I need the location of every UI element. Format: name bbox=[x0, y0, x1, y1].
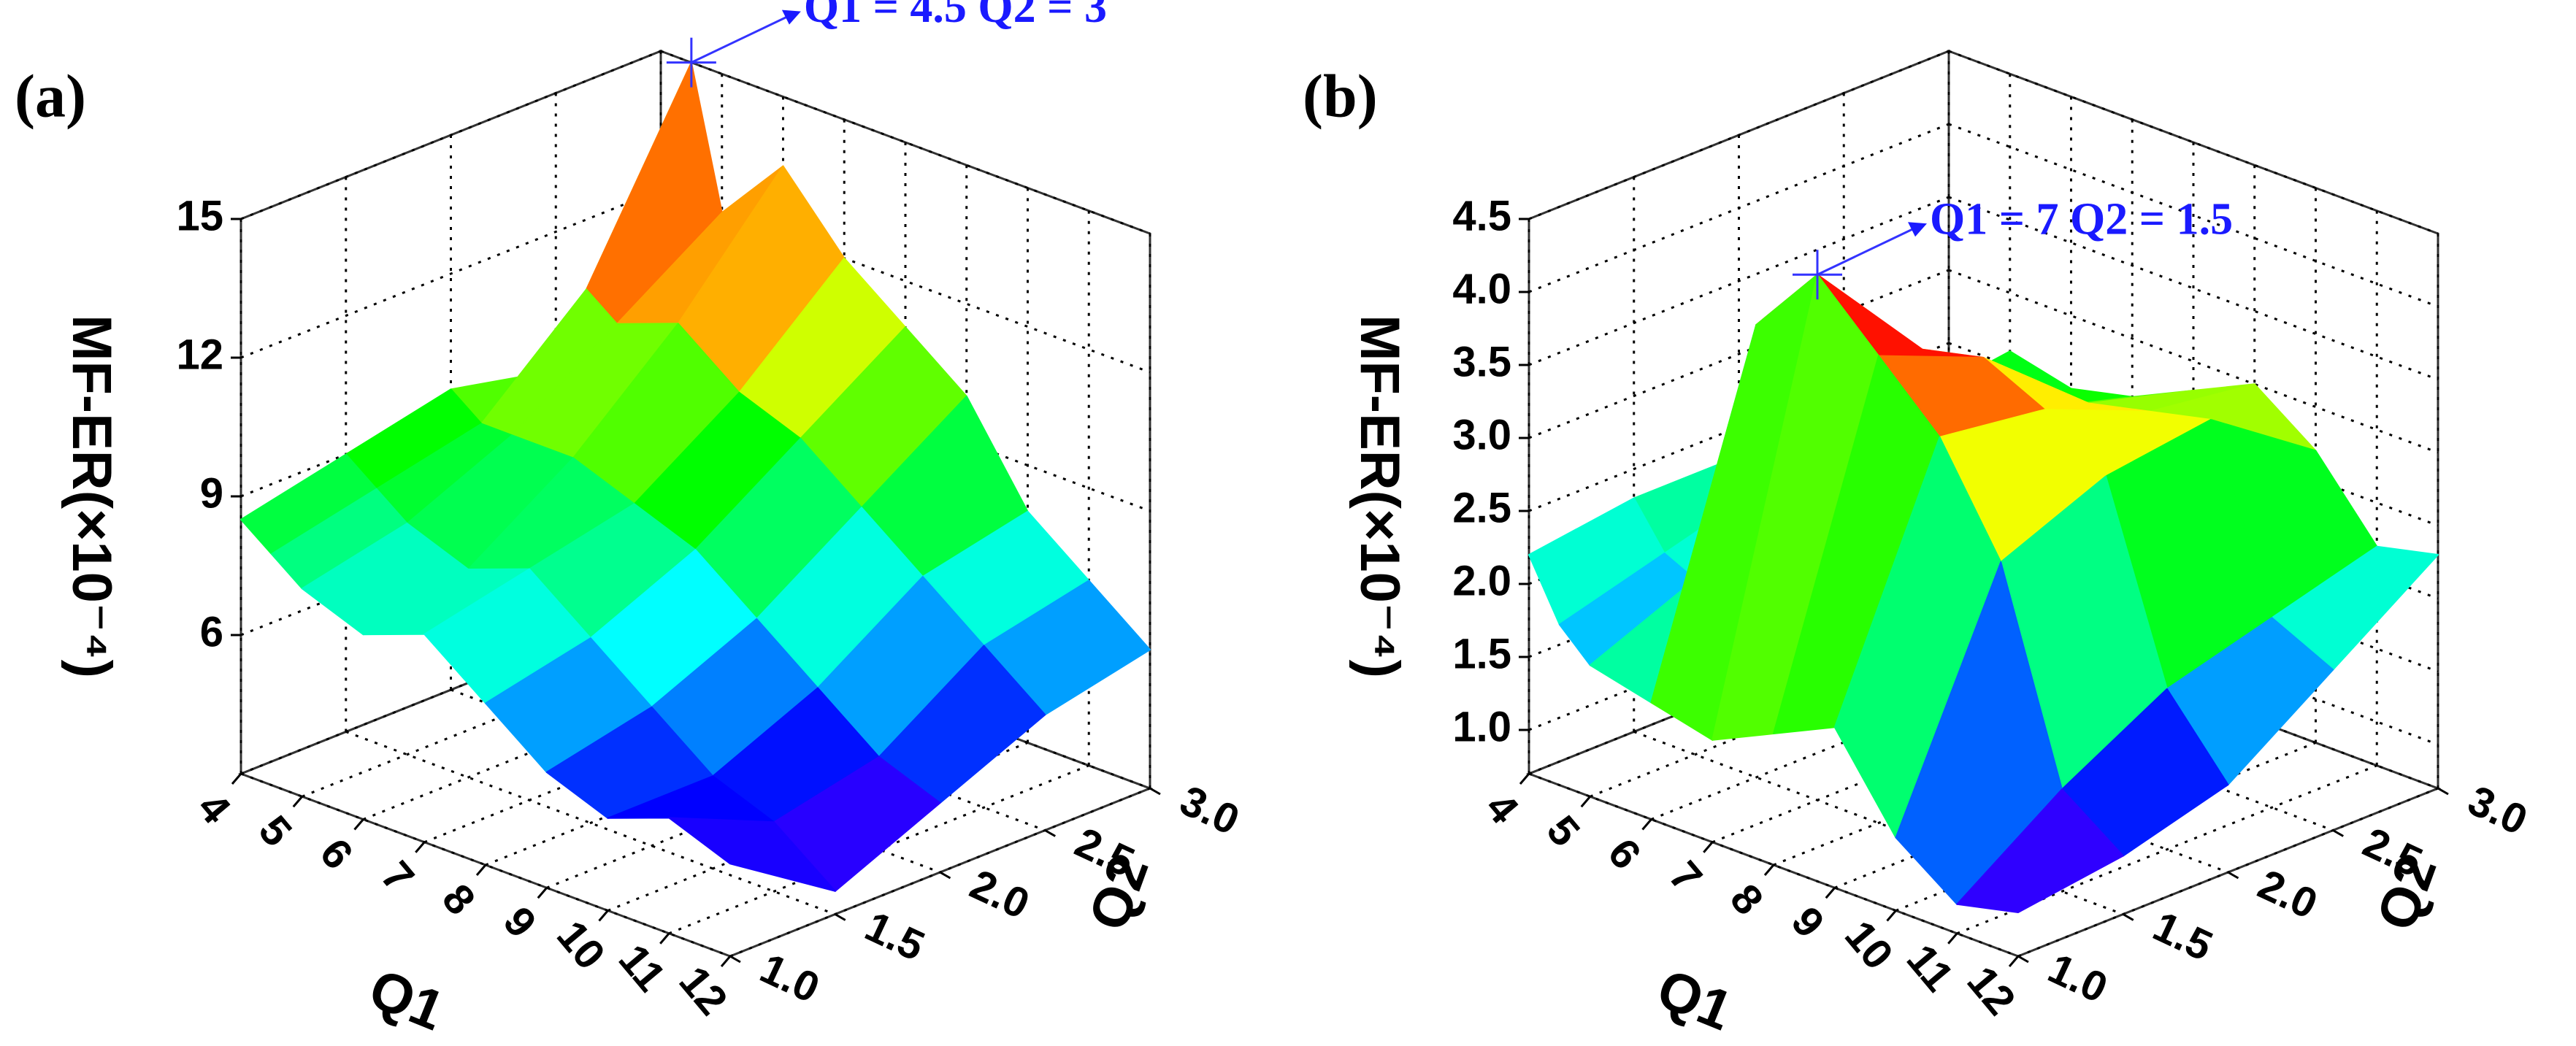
x-tick-label: 11 bbox=[1898, 936, 1963, 1001]
x-axis-title: Q1 bbox=[1649, 958, 1741, 1043]
panel-label: (a) bbox=[15, 62, 86, 130]
y-tick-label: 3.0 bbox=[1173, 777, 1246, 845]
x-tick-label: 8 bbox=[433, 875, 485, 923]
panel-label: (b) bbox=[1303, 62, 1378, 130]
surface-patch bbox=[1956, 788, 2124, 913]
z-tick-label: 6 bbox=[200, 608, 223, 655]
tick-mark bbox=[1763, 864, 1775, 876]
x-tick-label: 4 bbox=[188, 784, 240, 832]
x-tick-label: 7 bbox=[1660, 853, 1711, 901]
x-tick-label: 9 bbox=[494, 898, 546, 946]
grid-line bbox=[1956, 764, 2377, 935]
annotation-arrow bbox=[1817, 226, 1916, 276]
surface-patch bbox=[668, 817, 836, 892]
tick-mark bbox=[2332, 829, 2344, 837]
y-tick-label: 1.5 bbox=[2146, 902, 2220, 970]
grid-line bbox=[240, 188, 662, 359]
tick-mark bbox=[537, 887, 548, 899]
tick-mark bbox=[1825, 887, 1836, 899]
y-tick-label: 1.0 bbox=[753, 945, 827, 1012]
y-tick-label: 2.0 bbox=[2251, 861, 2325, 928]
x-tick-label: 12 bbox=[1958, 958, 2025, 1024]
annotation-text: Q1 = 4.5 Q2 = 3 bbox=[804, 0, 1107, 32]
tick-mark bbox=[720, 955, 732, 967]
tick-mark bbox=[2008, 955, 2020, 967]
z-tick-label: 3.5 bbox=[1452, 338, 1511, 385]
x-tick-label: 12 bbox=[670, 958, 737, 1024]
annotation-arrow bbox=[691, 15, 790, 64]
tick-mark bbox=[2017, 955, 2029, 964]
z-tick-label: 1.0 bbox=[1452, 703, 1511, 750]
x-tick-label: 9 bbox=[1782, 898, 1834, 946]
x-tick-label: 7 bbox=[372, 853, 423, 901]
y-tick-label: 1.0 bbox=[2041, 945, 2115, 1012]
tick-mark bbox=[1703, 841, 1714, 853]
y-tick-label: 2.0 bbox=[963, 861, 1037, 928]
z-tick-label: 12 bbox=[176, 331, 223, 378]
tick-mark bbox=[1580, 796, 1591, 808]
tick-mark bbox=[1886, 910, 1897, 922]
tick-mark bbox=[353, 818, 364, 831]
z-tick-label: 1.5 bbox=[1452, 630, 1511, 677]
x-axis-title: Q1 bbox=[361, 958, 453, 1043]
y-tick-label: 3.0 bbox=[2461, 777, 2534, 845]
z-tick-label: 4.5 bbox=[1452, 192, 1511, 239]
y-tick-label: 1.5 bbox=[858, 902, 932, 970]
z-tick-label: 3.0 bbox=[1452, 411, 1511, 458]
z-tick-label: 4.0 bbox=[1452, 265, 1511, 312]
tick-mark bbox=[2227, 871, 2239, 880]
z-tick-label: 15 bbox=[176, 192, 223, 239]
tick-mark bbox=[475, 864, 487, 876]
tick-mark bbox=[1044, 829, 1056, 837]
tick-mark bbox=[292, 796, 303, 808]
z-tick-label: 9 bbox=[200, 469, 223, 517]
x-tick-label: 10 bbox=[548, 912, 614, 978]
tick-mark bbox=[2437, 787, 2449, 796]
tick-mark bbox=[415, 841, 426, 853]
arrow-head bbox=[781, 9, 801, 25]
z-axis-title: MF-ER(×10⁻⁴) bbox=[61, 315, 123, 678]
arrow-head bbox=[1908, 222, 1927, 237]
z-tick-label: 2.5 bbox=[1452, 484, 1511, 531]
z-tick-label: 2.0 bbox=[1452, 557, 1511, 604]
annotation-text: Q1 = 7 Q2 = 1.5 bbox=[1930, 194, 2233, 244]
x-tick-label: 6 bbox=[1598, 830, 1650, 878]
grid-line bbox=[1528, 269, 1950, 439]
tick-mark bbox=[729, 955, 741, 964]
tick-mark bbox=[231, 773, 242, 785]
x-tick-label: 5 bbox=[1538, 807, 1590, 855]
tick-mark bbox=[659, 932, 670, 945]
x-tick-label: 4 bbox=[1476, 784, 1528, 832]
tick-mark bbox=[1641, 818, 1652, 831]
x-tick-label: 6 bbox=[310, 830, 362, 878]
tick-mark bbox=[1149, 787, 1161, 796]
tick-mark bbox=[1947, 932, 1958, 945]
tick-mark bbox=[1519, 773, 1530, 785]
tick-mark bbox=[835, 913, 846, 921]
x-tick-label: 5 bbox=[250, 807, 302, 855]
tick-mark bbox=[2123, 913, 2134, 921]
x-tick-label: 8 bbox=[1721, 875, 1773, 923]
tick-mark bbox=[598, 910, 609, 922]
z-axis-title: MF-ER(×10⁻⁴) bbox=[1349, 315, 1411, 678]
tick-mark bbox=[939, 871, 951, 880]
x-tick-label: 10 bbox=[1836, 912, 1902, 978]
x-tick-label: 11 bbox=[610, 936, 675, 1001]
